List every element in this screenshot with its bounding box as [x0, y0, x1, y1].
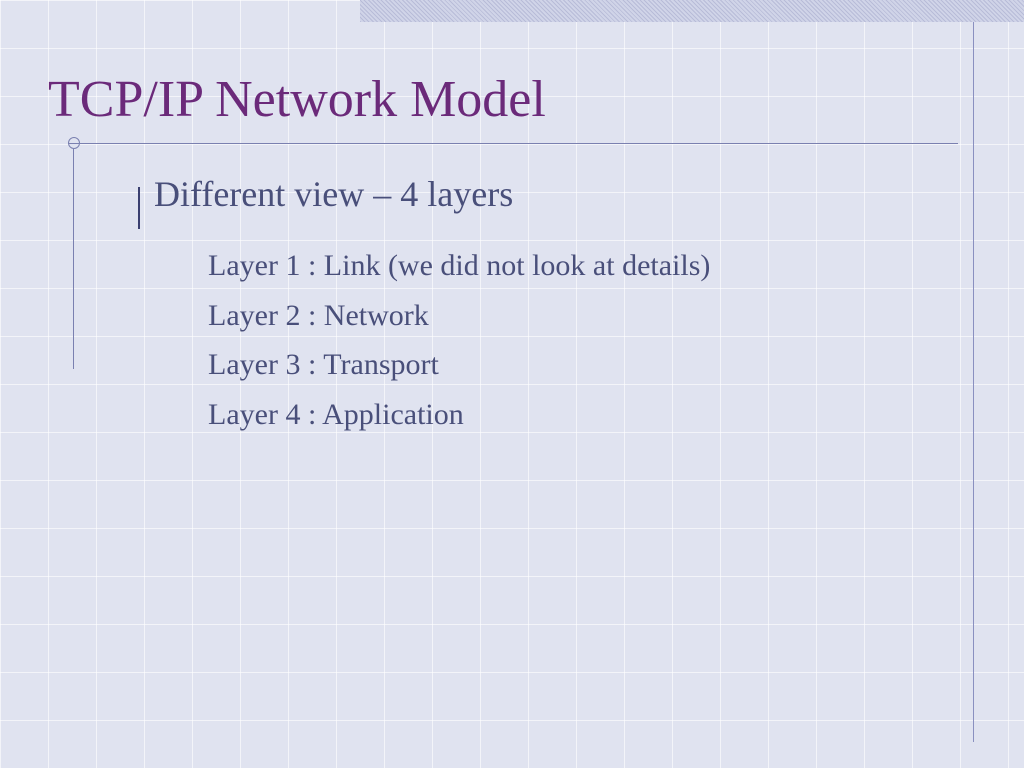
level2-text: Layer 3 : Transport	[208, 346, 439, 384]
body-content: Different view – 4 layers Layer 1 : Link…	[48, 173, 964, 433]
level2-text: Layer 2 : Network	[208, 297, 429, 335]
diamond-bullet-icon	[138, 187, 140, 229]
level2-text: Layer 4 : Application	[208, 396, 464, 434]
list-item: Layer 1 : Link (we did not look at detai…	[194, 247, 894, 285]
list-item: Layer 4 : Application	[194, 396, 894, 434]
level2-list: Layer 1 : Link (we did not look at detai…	[138, 247, 964, 433]
slide-content: TCP/IP Network Model Different view – 4 …	[0, 0, 1024, 433]
list-item: Layer 2 : Network	[194, 297, 894, 335]
level2-text: Layer 1 : Link (we did not look at detai…	[208, 247, 710, 285]
level1-text: Different view – 4 layers	[154, 173, 513, 215]
underline-rule	[68, 143, 958, 144]
bullet-level1: Different view – 4 layers	[138, 173, 964, 229]
slide-title: TCP/IP Network Model	[48, 70, 964, 129]
underline-stem	[73, 149, 74, 369]
list-item: Layer 3 : Transport	[194, 346, 894, 384]
